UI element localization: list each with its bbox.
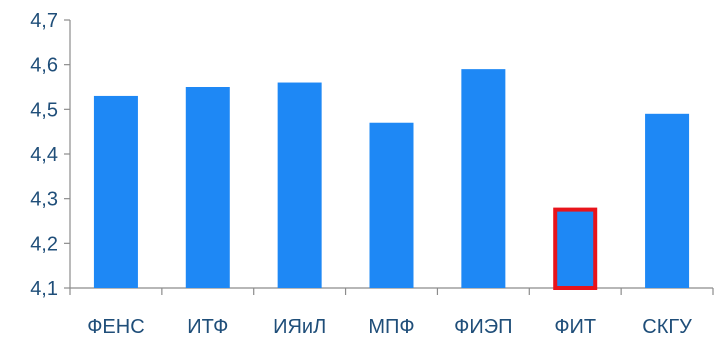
bar-2 xyxy=(185,87,230,288)
x-category-label: ФЕНС xyxy=(87,316,144,338)
bar-7 xyxy=(645,113,690,288)
y-tick-label: 4,4 xyxy=(30,144,58,166)
bar-4 xyxy=(369,122,414,288)
y-tick-label: 4,5 xyxy=(30,99,58,121)
y-tick-label: 4,7 xyxy=(30,10,58,32)
x-category-label: ФИЭП xyxy=(454,316,512,338)
y-axis: 4,1 4,2 4,3 4,4 4,5 4,6 4,7 xyxy=(30,10,71,300)
x-category-label: СКГУ xyxy=(642,316,692,338)
bars xyxy=(93,69,690,291)
x-category-label: ИЯиЛ xyxy=(273,316,326,338)
y-tick-label: 4,1 xyxy=(30,278,58,300)
bar-5 xyxy=(461,69,506,288)
y-tick-label: 4,2 xyxy=(30,233,58,255)
y-tick-label: 4,6 xyxy=(30,55,58,77)
x-category-label: МПФ xyxy=(368,316,414,338)
bar-3 xyxy=(277,82,322,289)
x-category-label: ФИТ xyxy=(554,316,596,338)
x-category-label: ИТФ xyxy=(187,316,228,338)
x-axis: ФЕНС ИТФ ИЯиЛ МПФ ФИЭП ФИТ СКГУ xyxy=(69,287,714,338)
bar-1 xyxy=(93,95,138,288)
y-tick-label: 4,3 xyxy=(30,189,58,211)
bar-6 xyxy=(553,207,598,291)
